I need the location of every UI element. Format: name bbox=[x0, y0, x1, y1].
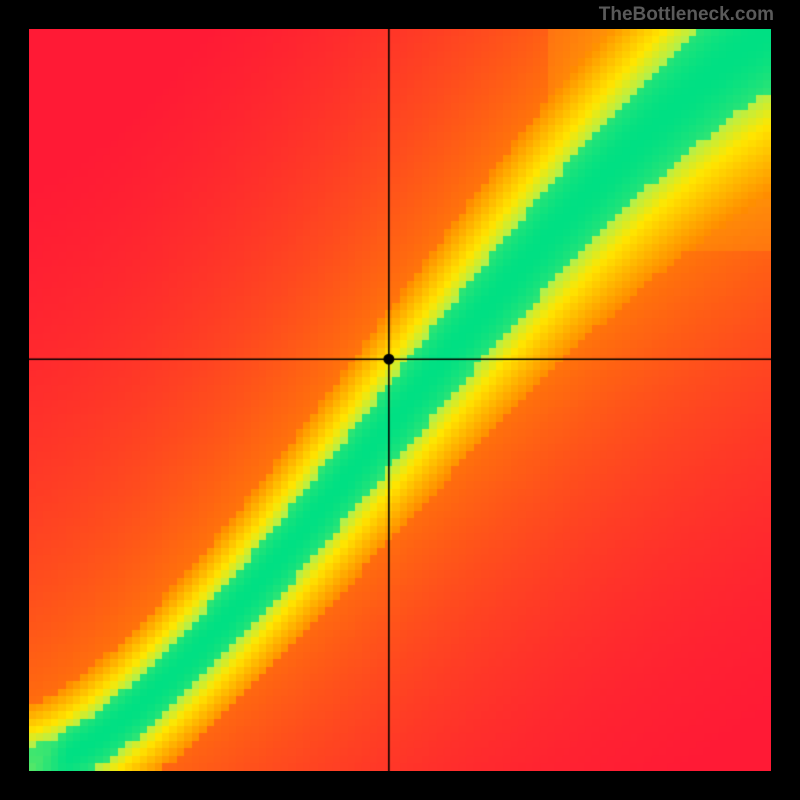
chart-container: TheBottleneck.com bbox=[0, 0, 800, 800]
watermark-text: TheBottleneck.com bbox=[599, 4, 774, 26]
bottleneck-heatmap bbox=[29, 29, 771, 771]
